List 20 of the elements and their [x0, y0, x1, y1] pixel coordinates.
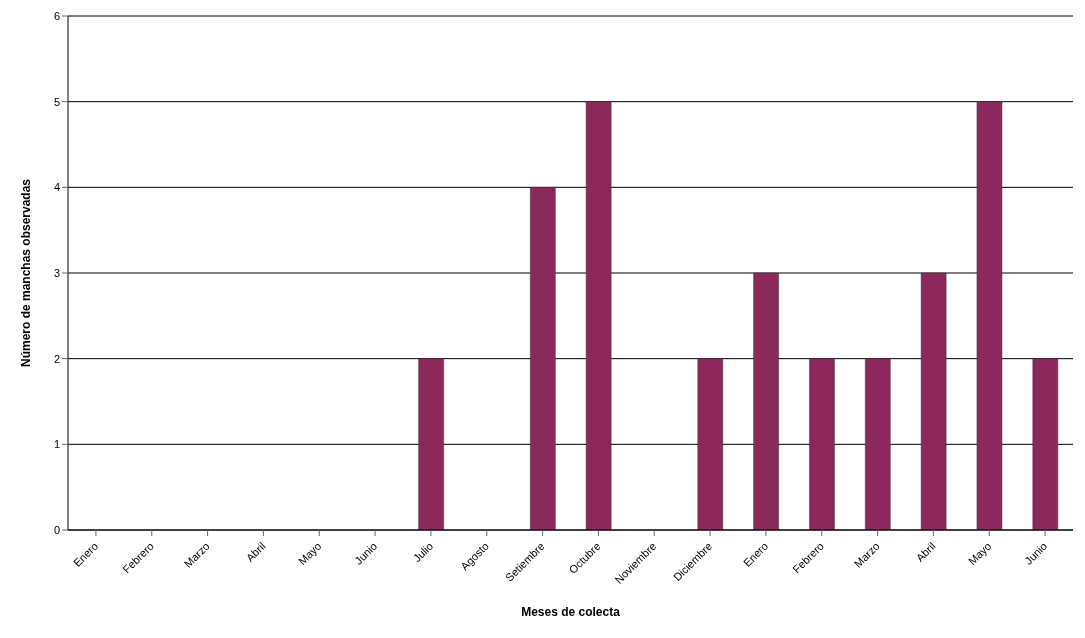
y-tick-label: 5 — [53, 95, 60, 108]
x-axis-title: Meses de colecta — [521, 605, 621, 619]
y-tick-label: 3 — [53, 266, 60, 279]
bar — [585, 101, 612, 530]
bar — [920, 272, 947, 530]
y-axis-title: Número de manchas observadas — [19, 178, 34, 368]
bar — [1032, 358, 1059, 530]
y-tick-label: 1 — [53, 438, 60, 451]
y-tick-label: 2 — [53, 352, 60, 365]
bar — [865, 358, 891, 530]
bar — [976, 101, 1003, 530]
bar — [809, 358, 835, 530]
bar — [697, 358, 724, 530]
y-tick-label: 4 — [53, 181, 60, 194]
x-tick-label: Julio — [410, 539, 436, 565]
bar — [418, 358, 444, 530]
bar — [530, 187, 556, 530]
bar — [753, 272, 779, 530]
y-tick-label: 0 — [53, 523, 60, 536]
y-tick-label: 6 — [53, 9, 60, 22]
